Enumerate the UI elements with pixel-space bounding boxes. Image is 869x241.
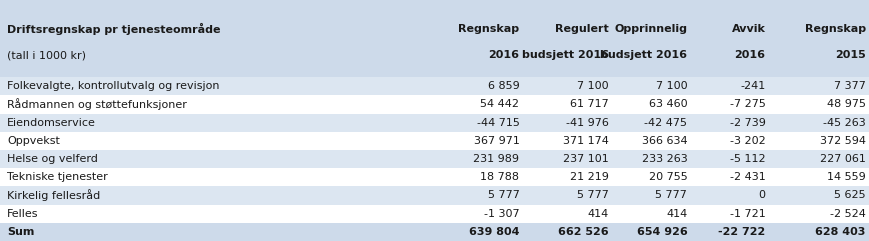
Text: 628 403: 628 403: [814, 227, 865, 237]
Text: 639 804: 639 804: [468, 227, 519, 237]
Text: 237 101: 237 101: [562, 154, 608, 164]
Text: 63 460: 63 460: [648, 100, 687, 109]
Text: 7 100: 7 100: [655, 81, 687, 91]
Text: 372 594: 372 594: [819, 136, 865, 146]
Text: Regnskap: Regnskap: [804, 24, 865, 34]
Bar: [0, 7, 869, 77]
Text: 233 263: 233 263: [640, 154, 687, 164]
Text: Regulert: Regulert: [554, 24, 608, 34]
Text: Oppvekst: Oppvekst: [7, 136, 60, 146]
Text: Sum: Sum: [7, 227, 34, 237]
Text: -2 524: -2 524: [829, 209, 865, 219]
Text: 367 971: 367 971: [473, 136, 519, 146]
Text: 5 777: 5 777: [576, 190, 608, 201]
Text: -44 715: -44 715: [476, 118, 519, 128]
Text: 5 777: 5 777: [654, 190, 687, 201]
Bar: [0, 223, 869, 241]
Text: Opprinnelig: Opprinnelig: [614, 24, 687, 34]
Text: 21 219: 21 219: [569, 172, 608, 182]
Bar: [0, 205, 869, 223]
Text: budsjett 2016: budsjett 2016: [600, 50, 687, 60]
Text: 48 975: 48 975: [826, 100, 865, 109]
Text: 7 377: 7 377: [833, 81, 865, 91]
Text: Rådmannen og støttefunksjoner: Rådmannen og støttefunksjoner: [7, 99, 187, 110]
Text: Driftsregnskap pr tjenesteområde: Driftsregnskap pr tjenesteområde: [7, 23, 220, 35]
Text: Tekniske tjenester: Tekniske tjenester: [7, 172, 108, 182]
Text: -42 475: -42 475: [644, 118, 687, 128]
Text: -1 721: -1 721: [729, 209, 765, 219]
Bar: [0, 114, 869, 132]
Text: 2015: 2015: [834, 50, 865, 60]
Bar: [0, 168, 869, 186]
Text: -241: -241: [740, 81, 765, 91]
Bar: [0, 186, 869, 205]
Text: 2016: 2016: [733, 50, 765, 60]
Text: 2016: 2016: [488, 50, 519, 60]
Bar: [0, 95, 869, 114]
Text: budsjett 2016: budsjett 2016: [521, 50, 608, 60]
Text: 414: 414: [666, 209, 687, 219]
Text: -5 112: -5 112: [729, 154, 765, 164]
Bar: [0, 77, 869, 95]
Text: 7 100: 7 100: [577, 81, 608, 91]
Text: -45 263: -45 263: [822, 118, 865, 128]
Text: 6 859: 6 859: [488, 81, 519, 91]
Text: 654 926: 654 926: [636, 227, 687, 237]
Text: 5 625: 5 625: [833, 190, 865, 201]
Text: Folkevalgte, kontrollutvalg og revisjon: Folkevalgte, kontrollutvalg og revisjon: [7, 81, 219, 91]
Bar: [0, 150, 869, 168]
Bar: [0, 132, 869, 150]
Text: Eiendomservice: Eiendomservice: [7, 118, 96, 128]
Text: Avvik: Avvik: [731, 24, 765, 34]
Text: -41 976: -41 976: [566, 118, 608, 128]
Text: -2 431: -2 431: [729, 172, 765, 182]
Text: -3 202: -3 202: [729, 136, 765, 146]
Text: -1 307: -1 307: [483, 209, 519, 219]
Text: -22 722: -22 722: [718, 227, 765, 237]
Text: Kirkelig fellesråd: Kirkelig fellesråd: [7, 189, 100, 201]
Text: 227 061: 227 061: [819, 154, 865, 164]
Text: Felles: Felles: [7, 209, 38, 219]
Text: 0: 0: [758, 190, 765, 201]
Text: 662 526: 662 526: [558, 227, 608, 237]
Text: 18 788: 18 788: [480, 172, 519, 182]
Text: -7 275: -7 275: [729, 100, 765, 109]
Text: 371 174: 371 174: [562, 136, 608, 146]
Text: 414: 414: [587, 209, 608, 219]
Text: Regnskap: Regnskap: [458, 24, 519, 34]
Text: Helse og velferd: Helse og velferd: [7, 154, 97, 164]
Text: (tall i 1000 kr): (tall i 1000 kr): [7, 50, 86, 60]
Text: -2 739: -2 739: [729, 118, 765, 128]
Text: 231 989: 231 989: [473, 154, 519, 164]
Text: 54 442: 54 442: [480, 100, 519, 109]
Text: 61 717: 61 717: [569, 100, 608, 109]
Text: 366 634: 366 634: [641, 136, 687, 146]
Text: 20 755: 20 755: [647, 172, 687, 182]
Text: 14 559: 14 559: [826, 172, 865, 182]
Text: 5 777: 5 777: [487, 190, 519, 201]
